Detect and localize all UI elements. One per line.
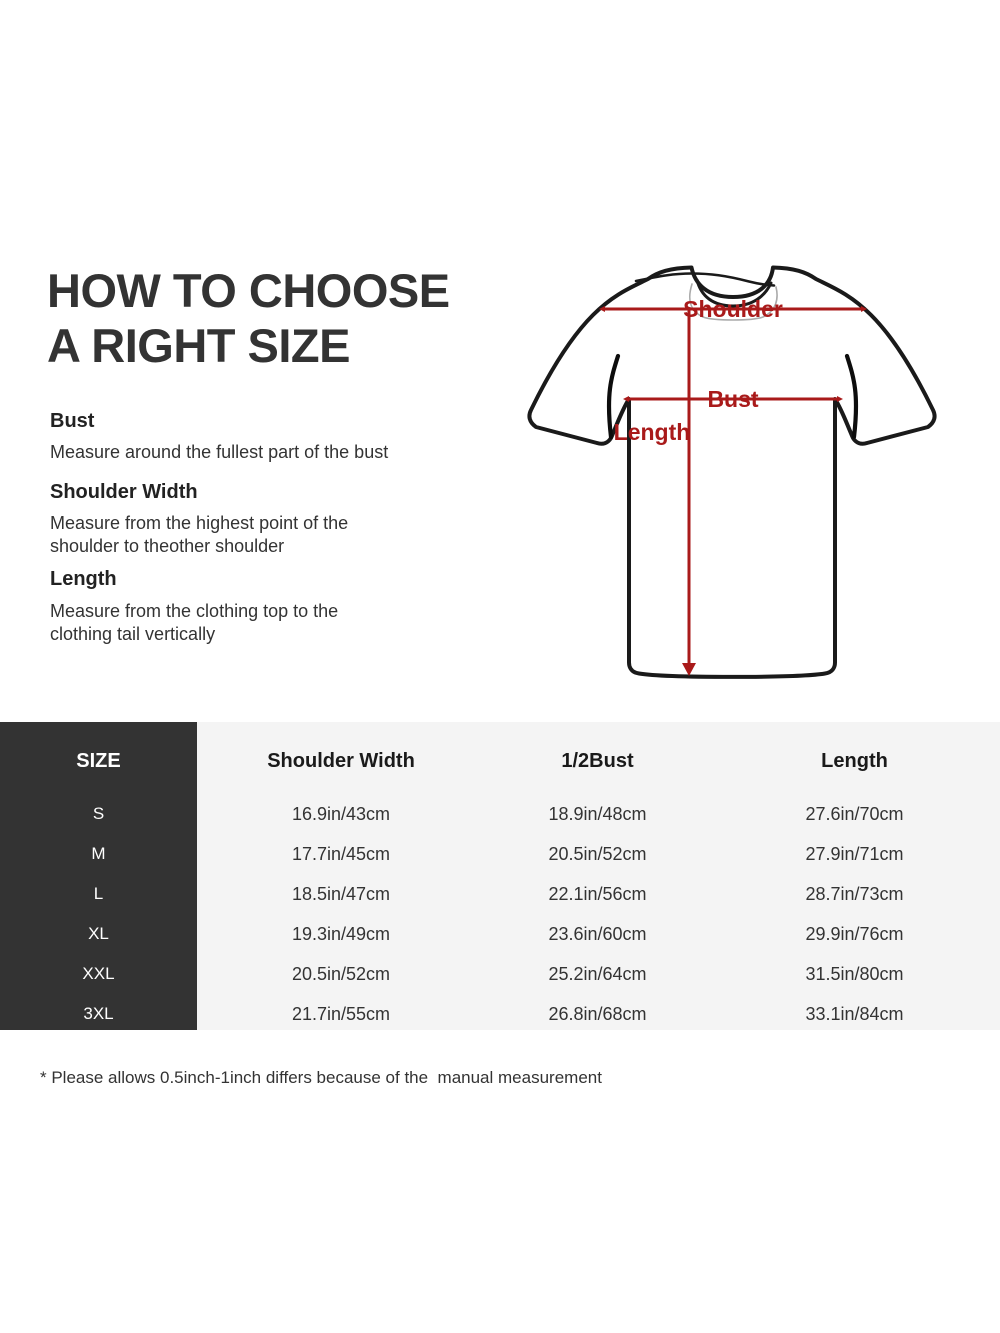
svg-text:Shoulder: Shoulder xyxy=(683,296,783,322)
svg-text:Length: Length xyxy=(614,419,691,445)
svg-text:Bust: Bust xyxy=(707,386,758,412)
